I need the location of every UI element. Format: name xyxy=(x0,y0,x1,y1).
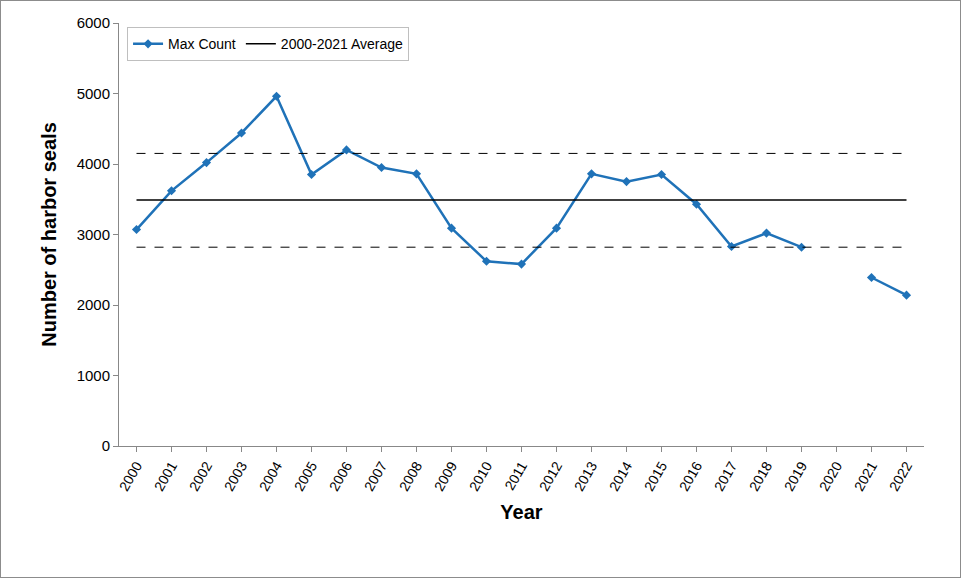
svg-text:2018: 2018 xyxy=(746,459,776,494)
svg-text:5000: 5000 xyxy=(77,85,110,102)
svg-text:2000: 2000 xyxy=(77,296,110,313)
svg-text:3000: 3000 xyxy=(77,226,110,243)
svg-text:2020: 2020 xyxy=(816,459,846,494)
svg-text:2000: 2000 xyxy=(116,459,146,494)
svg-text:2008: 2008 xyxy=(396,459,426,494)
svg-text:2001: 2001 xyxy=(151,459,181,494)
svg-text:2009: 2009 xyxy=(431,459,461,494)
svg-text:2006: 2006 xyxy=(326,459,356,494)
svg-text:2003: 2003 xyxy=(221,459,251,494)
svg-text:2011: 2011 xyxy=(501,459,530,493)
svg-text:2002: 2002 xyxy=(186,459,216,494)
svg-text:2022: 2022 xyxy=(886,459,916,494)
svg-text:2019: 2019 xyxy=(781,459,811,494)
svg-text:Year: Year xyxy=(500,501,542,523)
svg-text:2012: 2012 xyxy=(536,459,566,494)
svg-text:6000: 6000 xyxy=(77,14,110,31)
svg-text:2010: 2010 xyxy=(466,459,496,494)
svg-text:2000-2021 Average: 2000-2021 Average xyxy=(281,36,403,52)
svg-text:2014: 2014 xyxy=(606,459,636,494)
svg-text:2004: 2004 xyxy=(256,459,286,494)
svg-text:0: 0 xyxy=(102,437,110,454)
svg-text:2016: 2016 xyxy=(676,459,706,494)
svg-text:4000: 4000 xyxy=(77,155,110,172)
svg-text:Number of harbor seals: Number of harbor seals xyxy=(38,122,60,347)
svg-text:2021: 2021 xyxy=(851,459,881,494)
svg-text:2007: 2007 xyxy=(361,459,391,494)
svg-text:1000: 1000 xyxy=(77,367,110,384)
svg-text:2013: 2013 xyxy=(571,459,601,494)
svg-text:2015: 2015 xyxy=(641,459,671,494)
svg-text:2017: 2017 xyxy=(711,459,741,494)
svg-text:2005: 2005 xyxy=(291,459,321,494)
svg-text:Max Count: Max Count xyxy=(168,36,236,52)
